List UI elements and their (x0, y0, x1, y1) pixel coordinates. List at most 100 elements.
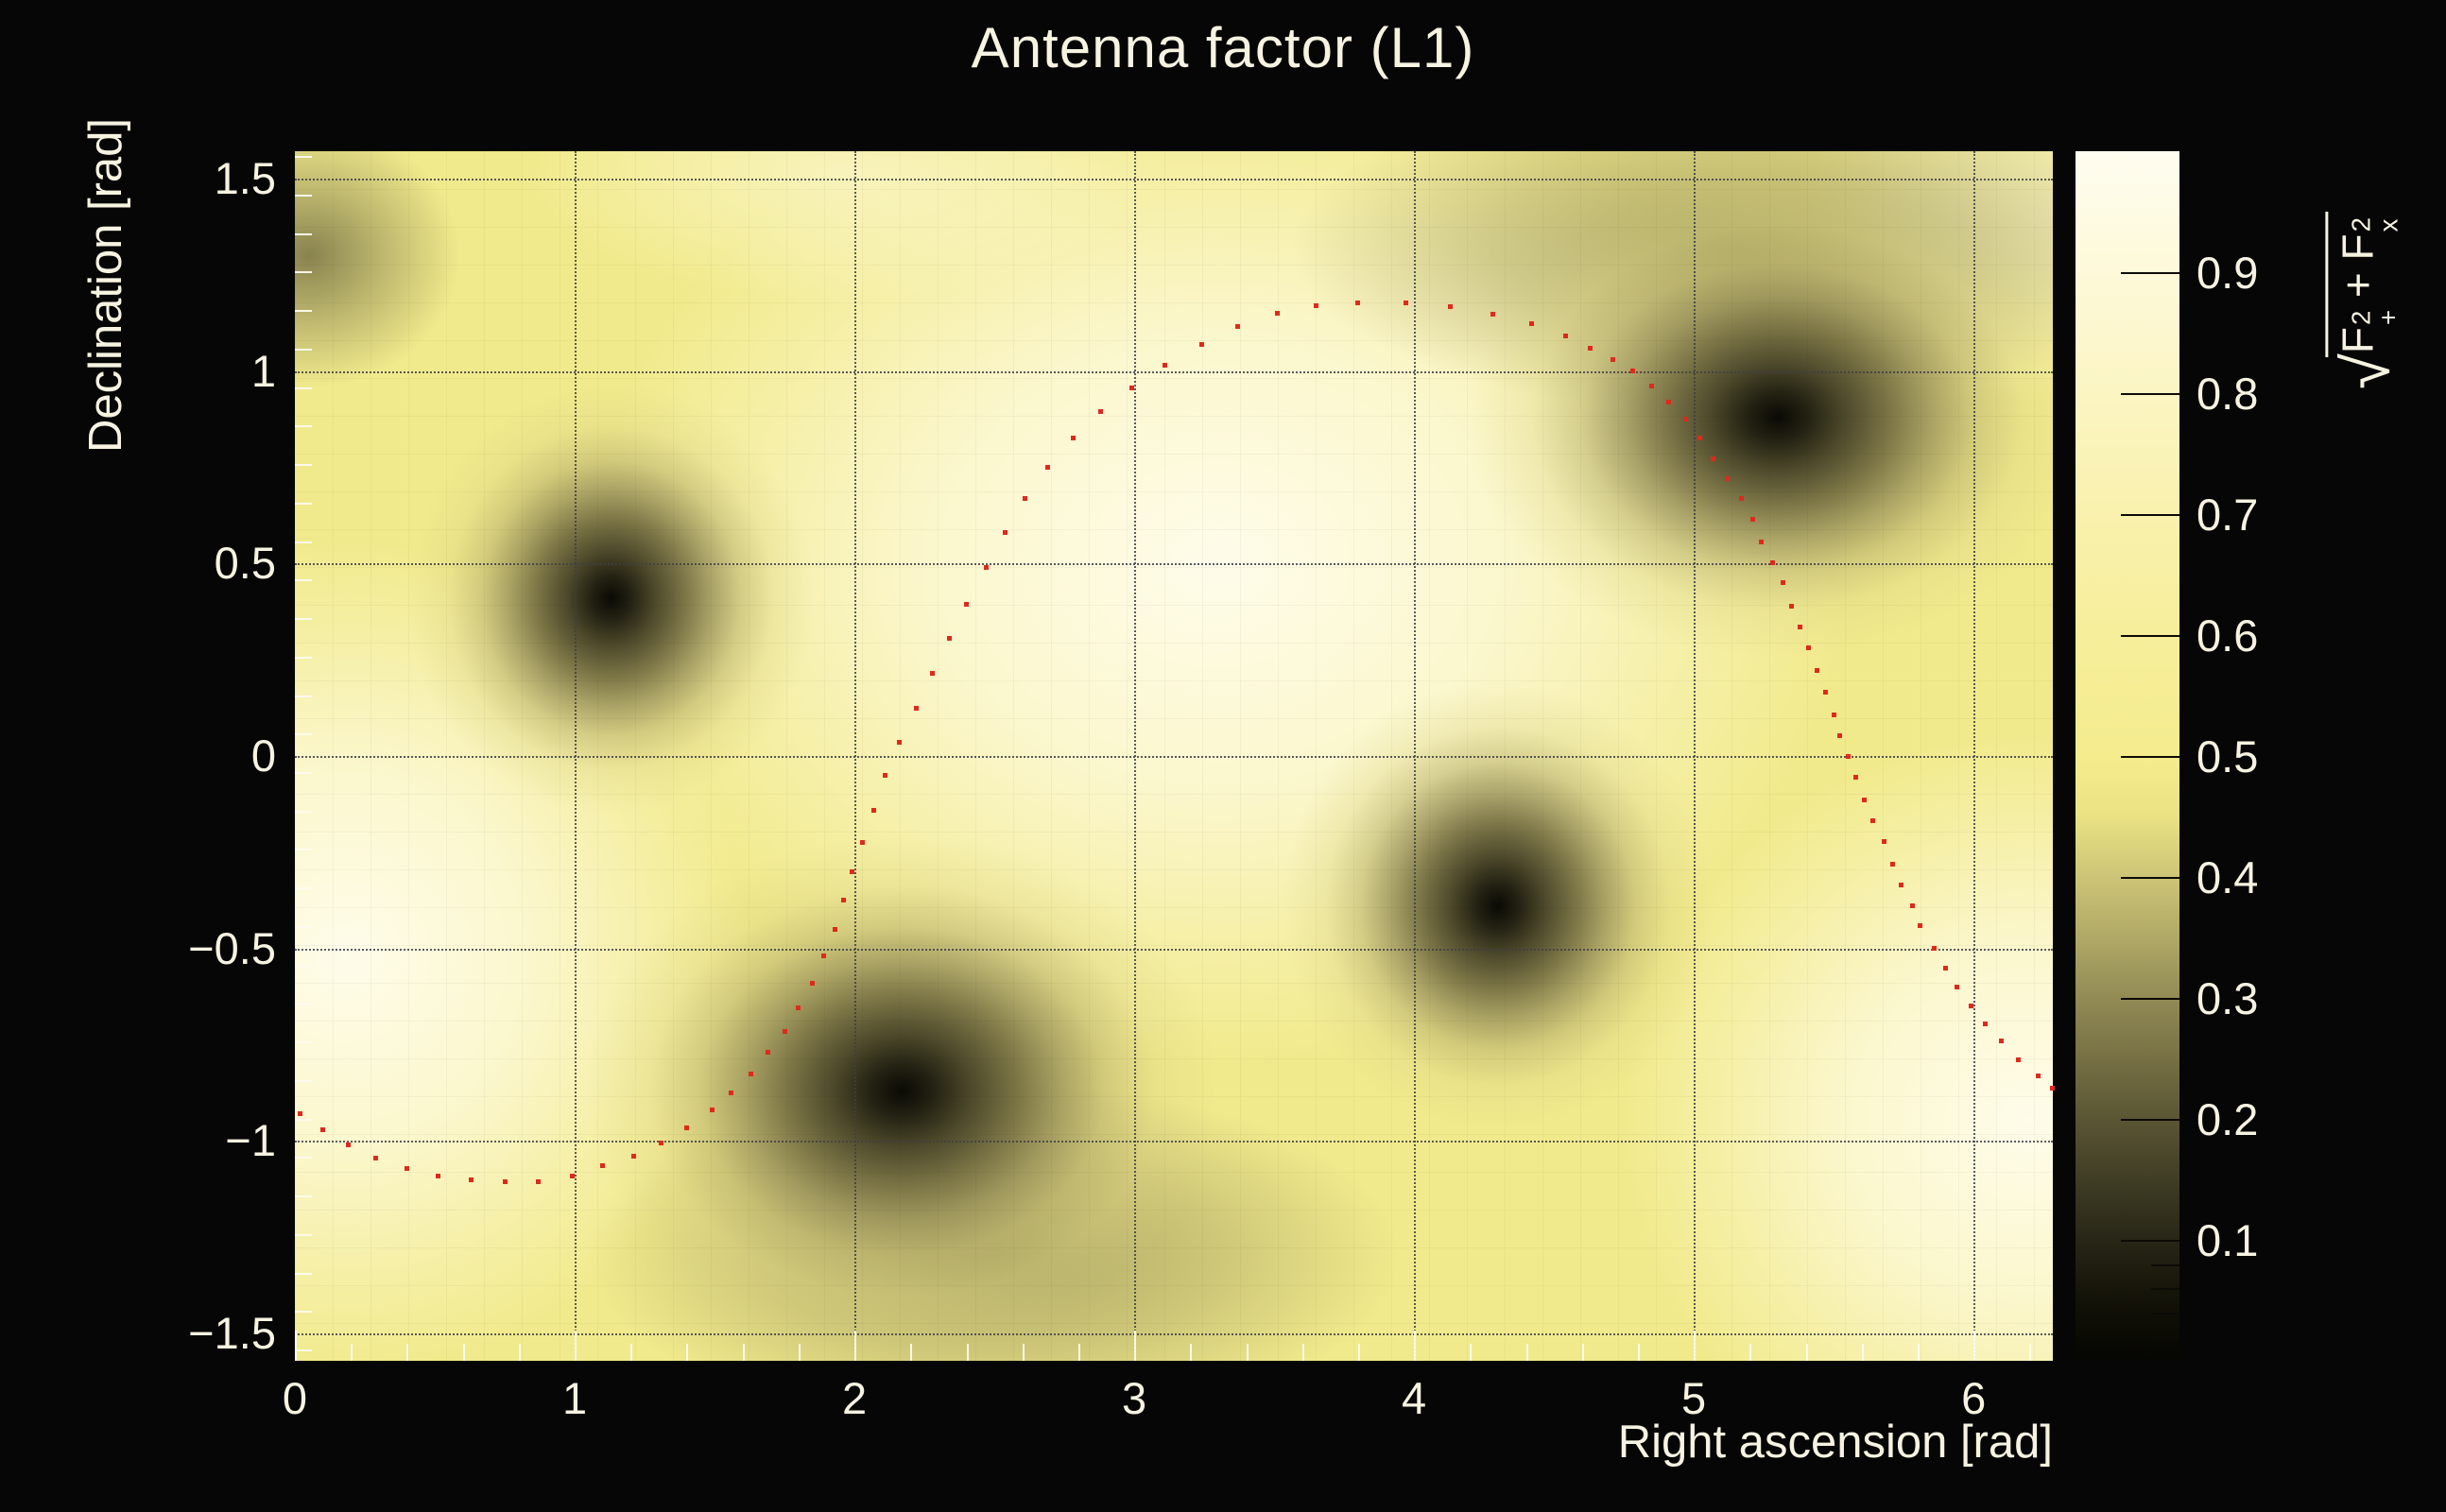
track-dot (659, 1141, 664, 1145)
x-tick-label: 3 (1122, 1373, 1147, 1423)
colorbar-minor-tick (2151, 1263, 2179, 1266)
track-dots-layer (295, 151, 2055, 1361)
x-minor-tick (1805, 1344, 1808, 1361)
y-tick-label: 0 (250, 730, 276, 781)
gridline-horizontal (295, 370, 2053, 373)
y-minor-tick (295, 1118, 312, 1121)
track-dot (2016, 1057, 2021, 1063)
x-minor-tick (966, 1344, 969, 1361)
track-dot (1853, 775, 1859, 781)
x-minor-tick (1861, 1344, 1864, 1361)
track-dot (320, 1126, 326, 1132)
gridline-horizontal (295, 563, 2053, 566)
track-dot (1749, 517, 1755, 523)
track-dot (298, 1111, 303, 1117)
track-dot (1314, 302, 1318, 308)
y-minor-tick (295, 271, 312, 274)
colorbar-tick-label: 0.7 (2196, 490, 2259, 540)
track-dot (1163, 363, 1168, 368)
colorbar-major-tick (2121, 756, 2179, 758)
track-dot (1999, 1039, 2005, 1043)
track-dot (1725, 476, 1731, 482)
y-minor-tick (295, 194, 312, 197)
track-dot (1666, 399, 1671, 404)
plot-area (295, 151, 2055, 1361)
colorbar-tick-label: 0.3 (2196, 973, 2259, 1023)
track-dot (913, 705, 919, 711)
track-dot (1889, 861, 1895, 867)
colorbar-tick-label: 0.1 (2196, 1215, 2259, 1265)
y-minor-tick (295, 387, 312, 389)
track-dot (1806, 645, 1811, 651)
x-minor-tick (2029, 1344, 2032, 1361)
track-dot (709, 1108, 715, 1113)
track-dot (1128, 386, 1134, 391)
x-major-tick (1414, 1331, 1417, 1361)
track-dot (469, 1177, 474, 1182)
track-dot (930, 670, 936, 676)
gridline-horizontal (295, 1333, 2053, 1336)
x-major-tick (575, 1331, 577, 1361)
track-dot (435, 1173, 440, 1178)
track-dot (1845, 753, 1851, 759)
track-dot (683, 1125, 689, 1130)
y-minor-tick (295, 1233, 312, 1236)
colorbar-major-tick (2121, 635, 2179, 637)
y-minor-tick (295, 964, 312, 967)
track-dot (1355, 300, 1361, 305)
y-minor-tick (295, 156, 312, 159)
track-dot (1898, 882, 1903, 887)
colorbar-major-tick (2121, 1119, 2179, 1121)
track-dot (1682, 417, 1688, 421)
grid-layer (295, 151, 2053, 1361)
track-dot (1870, 818, 1876, 824)
track-dot (964, 601, 969, 607)
x-minor-tick (742, 1344, 745, 1361)
track-dot (1954, 985, 1959, 989)
y-minor-tick (295, 464, 312, 466)
y-minor-tick (295, 232, 312, 235)
y-minor-tick (295, 695, 312, 697)
x-minor-tick (1246, 1344, 1249, 1361)
x-tick-label: 0 (282, 1373, 308, 1423)
y-tick-label: 1 (250, 345, 276, 396)
colorbar-major-tick (2121, 998, 2179, 1000)
colorbar-major-tick (2121, 272, 2179, 274)
y-minor-tick (295, 348, 312, 351)
track-dot (871, 807, 877, 813)
x-axis-title: Right ascension [rad] (1617, 1417, 2053, 1468)
colorbar-minor-tick (2151, 1336, 2179, 1339)
track-dot (600, 1163, 606, 1169)
track-dot (1909, 902, 1915, 908)
track-dot (1822, 690, 1828, 696)
track-dot (1562, 333, 1568, 338)
x-minor-tick (910, 1344, 913, 1361)
y-minor-tick (295, 925, 312, 928)
track-dot (1968, 1004, 1973, 1009)
track-dot (821, 954, 826, 959)
x-minor-tick (798, 1344, 801, 1361)
track-dot (1098, 408, 1104, 414)
gridline-horizontal (295, 756, 2053, 758)
colorbar-major-tick (2121, 393, 2179, 395)
track-dot (883, 772, 888, 778)
track-dot (782, 1028, 787, 1034)
track-dot (1814, 668, 1819, 673)
x-minor-tick (406, 1344, 409, 1361)
track-dot (1070, 436, 1076, 441)
track-dot (1649, 384, 1655, 389)
y-minor-tick (295, 618, 312, 620)
track-dot (796, 1005, 801, 1011)
track-dot (1448, 303, 1454, 309)
x-minor-tick (1581, 1344, 1584, 1361)
colorbar-tick-label: 0.4 (2196, 852, 2259, 902)
f-plus-base: F (2333, 327, 2383, 354)
x-major-tick (1973, 1331, 1976, 1361)
x-minor-tick (351, 1344, 353, 1361)
colorbar-tick-label: 0.6 (2196, 610, 2259, 661)
track-dot (1528, 320, 1534, 326)
track-dot (1697, 436, 1702, 441)
